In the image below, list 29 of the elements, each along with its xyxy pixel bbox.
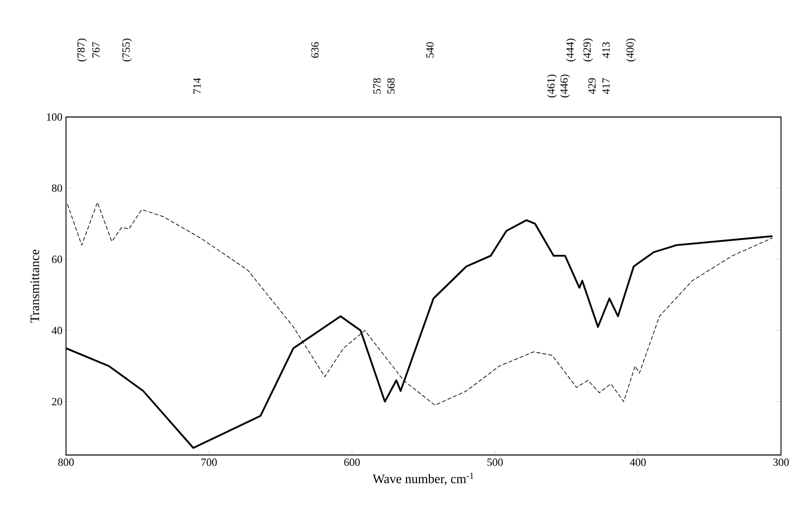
text: 413 bbox=[602, 42, 610, 58]
text: (429) bbox=[583, 38, 593, 62]
x-axis-title: Wave number, cm$^{-1}$ bbox=[372, 472, 474, 486]
text: 636 bbox=[311, 42, 319, 58]
x-tick-label: 400 bbox=[630, 458, 646, 466]
text: 767 bbox=[92, 42, 100, 58]
x-tick-label: 600 bbox=[344, 458, 360, 466]
text: 714 bbox=[193, 78, 201, 94]
y-tick-label: 100 bbox=[47, 113, 62, 121]
text: (444) bbox=[566, 38, 576, 62]
y-axis-title: Transmittance bbox=[30, 250, 40, 323]
y-tick-label: 20 bbox=[52, 398, 62, 406]
x-tick-label: 300 bbox=[773, 458, 789, 466]
text: (755) bbox=[122, 38, 132, 62]
text: 578 bbox=[373, 78, 381, 94]
x-tick-label: 800 bbox=[58, 458, 74, 466]
y-tick-label: 80 bbox=[52, 184, 62, 192]
x-tick-label: 700 bbox=[201, 458, 217, 466]
text: 417 bbox=[602, 78, 610, 94]
text: (400) bbox=[626, 38, 636, 62]
y-tick-label: 40 bbox=[52, 326, 62, 334]
x-tick-label: 500 bbox=[487, 458, 503, 466]
text: (461) bbox=[547, 74, 557, 98]
y-tick-label: 60 bbox=[52, 256, 62, 264]
text: 568 bbox=[387, 78, 395, 94]
text: (446) bbox=[560, 74, 570, 98]
text: (787) bbox=[77, 38, 87, 62]
text: 429 bbox=[588, 78, 596, 94]
text: 540 bbox=[426, 42, 434, 58]
